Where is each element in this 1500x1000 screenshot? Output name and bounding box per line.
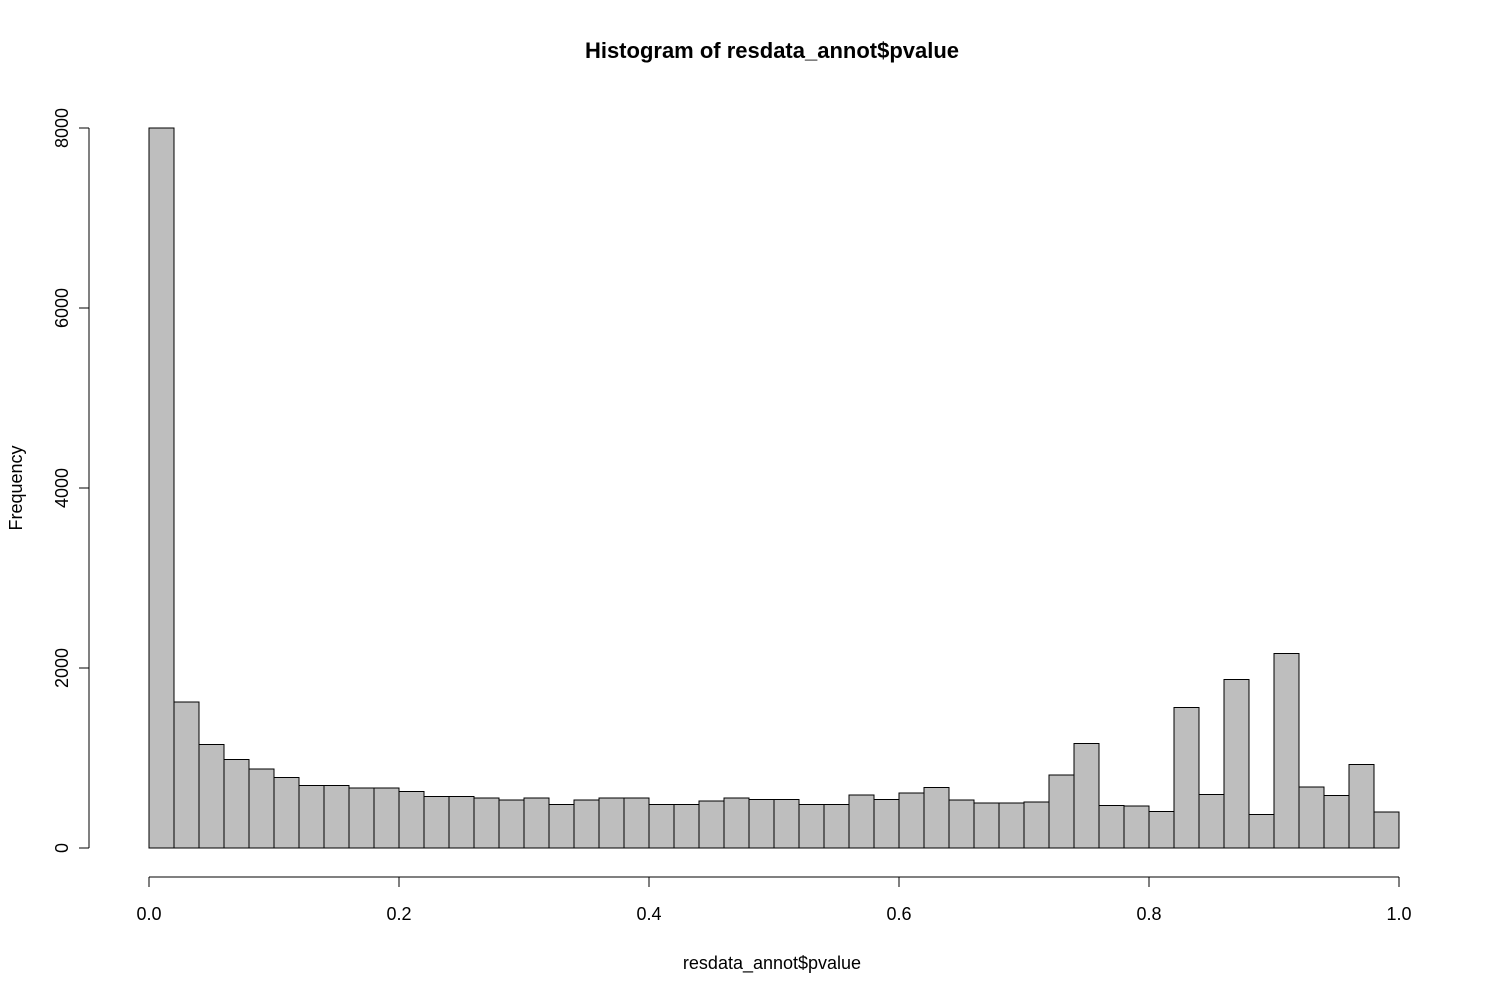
x-tick-label: 0.2 (386, 904, 411, 924)
histogram-bar (648, 803, 675, 849)
histogram-bar (823, 803, 850, 849)
histogram-bar (248, 768, 275, 849)
histogram-bar (873, 798, 900, 849)
histogram-bar (1048, 774, 1075, 849)
histogram-bar (198, 744, 225, 849)
histogram-bar (723, 797, 750, 849)
x-axis: 0.0 0.2 0.4 0.6 0.8 1.0 (136, 876, 1412, 924)
histogram-bar (848, 794, 875, 849)
histogram-bar (173, 701, 200, 849)
histogram-bar (898, 792, 925, 849)
histogram-bar (223, 758, 250, 849)
histogram-bar (923, 787, 950, 849)
x-tick-label: 0.8 (1136, 904, 1161, 924)
histogram-bar (1223, 679, 1250, 849)
x-tick-label: 0.4 (636, 904, 661, 924)
histogram-bar (973, 802, 1000, 849)
histogram-bar (148, 127, 175, 849)
y-tick-label: 4000 (52, 468, 72, 508)
histogram-bar (673, 803, 700, 849)
histogram-bar (473, 797, 500, 849)
histogram-bar (1173, 707, 1200, 849)
histogram-bar (523, 797, 550, 849)
histogram-bar (1123, 805, 1150, 849)
y-axis: 0 2000 4000 6000 8000 (52, 108, 90, 853)
histogram-bar (698, 800, 725, 849)
histogram-bars (148, 127, 1400, 849)
histogram-bar (348, 787, 375, 849)
histogram-bar (1273, 653, 1300, 849)
x-axis-label: resdata_annot$pvalue (683, 953, 861, 974)
histogram-bar (748, 798, 775, 849)
histogram-bar (1373, 811, 1400, 849)
histogram-bar (598, 797, 625, 849)
y-tick-label: 8000 (52, 108, 72, 148)
histogram-bar (1348, 763, 1375, 849)
histogram-bar (948, 799, 975, 849)
histogram-bar (773, 798, 800, 849)
histogram-bar (373, 787, 400, 849)
y-tick-label: 6000 (52, 288, 72, 328)
histogram-bar (273, 776, 300, 849)
x-tick-label: 1.0 (1386, 904, 1411, 924)
histogram-bar (998, 802, 1025, 849)
y-tick-label: 2000 (52, 648, 72, 688)
x-tick-label: 0.0 (136, 904, 161, 924)
histogram-bar (1073, 743, 1100, 849)
histogram-bar (1323, 794, 1350, 849)
x-tick-label: 0.6 (886, 904, 911, 924)
histogram-bar (573, 799, 600, 849)
histogram-bar (498, 799, 525, 849)
histogram-bar (548, 803, 575, 849)
histogram-bar (298, 784, 325, 849)
histogram-bar (448, 795, 475, 849)
histogram-bar (323, 784, 350, 849)
histogram-bar (1023, 801, 1050, 849)
histogram-bar (1248, 813, 1275, 849)
histogram-bar (623, 797, 650, 849)
histogram-bar (423, 795, 450, 849)
histogram-bar (398, 790, 425, 849)
y-axis-label: Frequency (6, 445, 26, 530)
histogram-bar (1098, 804, 1125, 849)
histogram-bar (1298, 786, 1325, 849)
chart-title: Histogram of resdata_annot$pvalue (585, 38, 959, 63)
histogram-bar (1148, 811, 1175, 849)
histogram-bar (1198, 793, 1225, 849)
y-tick-label: 0 (52, 843, 72, 853)
histogram-bar (798, 803, 825, 849)
